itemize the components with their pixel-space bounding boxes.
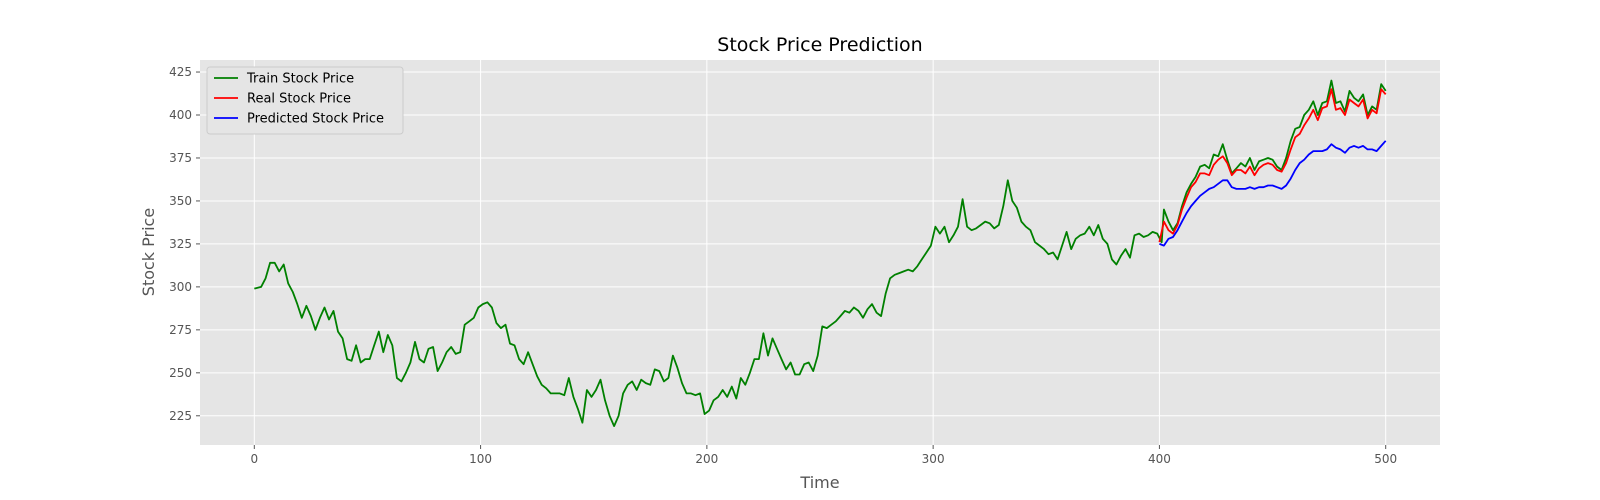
legend: Train Stock Price Real Stock Price Predict… [206,66,404,135]
y-tick-label: 275 [169,323,192,337]
legend-label-0: Train Stock Price [246,72,354,87]
x-tick-label: 100 [469,452,492,466]
y-tick-label: 225 [169,409,192,423]
y-tick-label: 250 [169,366,192,380]
chart-title: Stock Price Prediction [717,34,922,56]
x-axis-label: Time [799,473,839,492]
plot-area [200,60,1440,445]
legend-label-1: Real Stock Price [247,92,351,107]
y-tick-label: 425 [169,65,192,79]
x-tick-label: 200 [695,452,718,466]
y-tick-label: 325 [169,237,192,251]
x-axis-ticks: 0 100 200 300 400 500 [250,445,1397,466]
y-tick-label: 300 [169,280,192,294]
series-line-0 [254,79,1387,427]
x-tick-label: 500 [1374,452,1397,466]
series-line-1 [1158,88,1387,243]
y-axis-ticks: 225 250 275 300 325 350 375 400 425 [169,65,200,423]
y-tick-label: 350 [169,194,192,208]
legend-label-2: Predicted Stock Price [247,112,384,127]
y-axis-label: Stock Price [139,208,158,296]
legend-box [206,66,404,135]
x-tick-label: 0 [250,452,258,466]
y-tick-label: 400 [169,108,192,122]
y-tick-label: 375 [169,151,192,165]
series-lines [254,79,1387,427]
series-line-2 [1159,140,1387,247]
x-tick-label: 300 [922,452,945,466]
x-tick-label: 400 [1148,452,1171,466]
